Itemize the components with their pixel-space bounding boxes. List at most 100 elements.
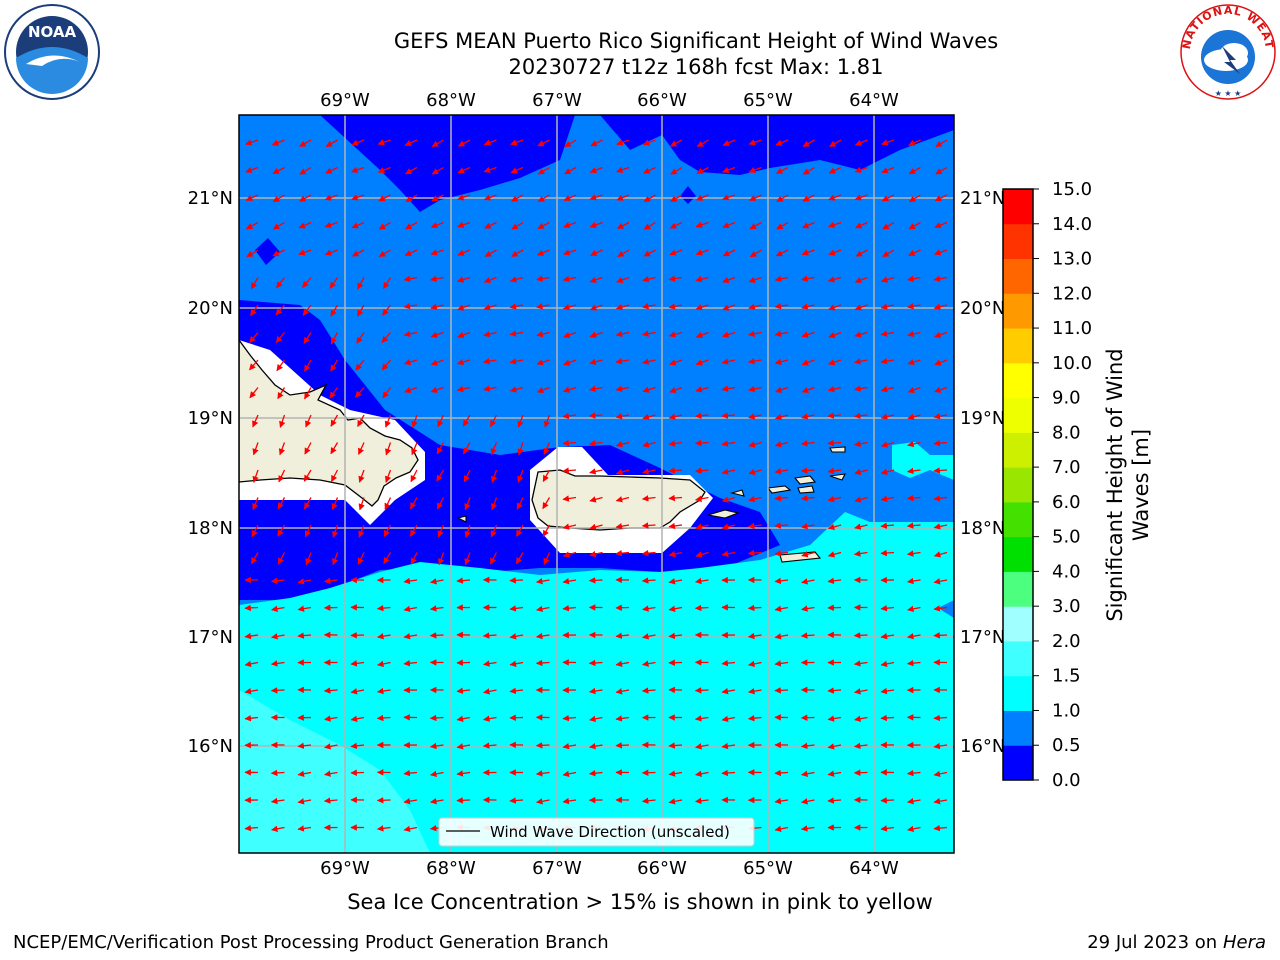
colorbar-tick-label: 13.0	[1052, 249, 1092, 270]
wind-wave-arrow	[774, 358, 789, 365]
colorbar-swatch	[1003, 397, 1033, 433]
wind-wave-arrow	[880, 468, 895, 475]
wind-wave-arrow	[880, 825, 895, 832]
wind-wave-arrow	[906, 550, 921, 557]
wind-wave-arrow	[907, 358, 921, 366]
wind-wave-arrow	[483, 276, 497, 284]
wind-wave-arrow	[510, 166, 524, 174]
wind-wave-arrow	[271, 139, 285, 146]
colorbar-tick-label: 14.0	[1052, 214, 1092, 235]
wind-wave-arrow	[511, 249, 524, 257]
wind-wave-arrow	[409, 524, 418, 537]
noaa-logo: NOAA	[4, 4, 100, 100]
wind-wave-arrow	[775, 166, 789, 175]
wind-wave-arrow	[774, 825, 789, 833]
wind-wave-arrow	[854, 358, 868, 365]
wind-wave-arrow	[563, 359, 577, 366]
wind-wave-arrow	[801, 331, 815, 338]
wind-wave-arrow	[880, 386, 895, 393]
wind-wave-arrow	[748, 166, 762, 174]
wind-wave-arrow	[695, 249, 709, 256]
wind-wave-arrow	[276, 359, 286, 372]
wind-wave-arrow	[775, 386, 789, 393]
wind-wave-arrow	[854, 276, 868, 284]
wind-wave-arrow	[615, 412, 630, 420]
wind-wave-arrow	[457, 194, 471, 201]
wind-wave-arrow	[801, 523, 815, 530]
wind-wave-arrow	[933, 495, 948, 502]
wind-wave-arrow	[721, 742, 736, 750]
wind-wave-arrow	[881, 139, 895, 146]
wind-wave-arrow	[350, 632, 365, 639]
wind-wave-arrow	[748, 139, 762, 146]
wind-wave-arrow	[748, 688, 762, 695]
wind-wave-arrow	[536, 330, 550, 338]
wind-wave-arrow	[562, 770, 577, 778]
wind-wave-arrow	[277, 552, 286, 565]
wind-wave-arrow	[642, 330, 656, 337]
wind-wave-arrow	[509, 330, 524, 337]
wind-wave-arrow	[299, 194, 312, 202]
wind-wave-arrow	[800, 467, 815, 474]
wind-wave-arrow	[302, 277, 312, 288]
lat-label-left: 21°N	[188, 188, 233, 209]
wind-wave-arrow	[483, 304, 497, 311]
wind-wave-arrow	[933, 551, 948, 558]
wind-wave-arrow	[537, 194, 550, 203]
wind-wave-arrow	[377, 139, 391, 146]
wind-wave-arrow	[304, 359, 312, 372]
wave-band-1.0-1.5-south	[239, 512, 954, 853]
wind-wave-arrow	[882, 221, 895, 230]
wind-wave-arrow	[382, 304, 392, 316]
wind-wave-arrow	[616, 139, 630, 146]
wind-wave-arrow	[641, 797, 656, 804]
wind-wave-arrow	[482, 742, 497, 749]
wind-wave-arrow	[543, 414, 551, 428]
wind-wave-arrow	[589, 468, 603, 475]
wind-wave-arrow	[801, 578, 815, 585]
wind-wave-arrow	[298, 249, 312, 256]
wind-wave-arrow	[881, 194, 895, 202]
wind-wave-arrow	[509, 687, 524, 695]
wind-wave-arrow	[748, 413, 762, 420]
wind-wave-arrow	[562, 303, 577, 311]
wind-wave-arrow	[801, 798, 815, 805]
wind-wave-arrow	[457, 139, 471, 147]
sea-ice-footnote: Sea Ice Concentration > 15% is shown in …	[347, 890, 933, 914]
wind-wave-arrow	[616, 221, 630, 230]
wind-wave-arrow	[297, 605, 312, 612]
wind-wave-arrow	[350, 660, 365, 667]
wind-wave-arrow	[429, 632, 444, 639]
lon-label-bottom: 66°W	[637, 858, 687, 879]
wind-wave-arrow	[244, 632, 259, 640]
wind-wave-arrow	[774, 467, 789, 475]
lon-label-bottom: 69°W	[320, 858, 370, 879]
wind-wave-arrow	[438, 552, 445, 566]
wind-wave-arrow	[384, 414, 392, 428]
wind-wave-arrow	[270, 660, 285, 667]
wind-wave-arrow	[272, 221, 285, 230]
wind-wave-arrow	[298, 221, 312, 229]
wind-wave-arrow	[721, 385, 736, 392]
wind-wave-arrow	[617, 249, 630, 258]
wind-wave-arrow	[304, 524, 312, 538]
wind-wave-arrow	[642, 275, 656, 283]
wind-wave-arrow	[694, 412, 709, 419]
wind-wave-arrow	[933, 523, 948, 530]
wind-wave-arrow	[463, 469, 471, 483]
colorbar-swatch	[1003, 501, 1033, 538]
lat-label-left: 16°N	[188, 736, 233, 757]
wind-wave-arrow	[668, 303, 683, 310]
wind-wave-arrow	[722, 276, 736, 284]
wind-wave-arrow	[271, 605, 285, 612]
wind-wave-arrow	[430, 221, 444, 229]
wind-wave-arrow	[642, 303, 656, 310]
wind-wave-arrow	[774, 633, 789, 640]
wind-wave-arrow	[908, 221, 921, 230]
wind-wave-arrow	[355, 387, 365, 398]
wind-wave-arrow	[933, 632, 948, 639]
lon-labels-bottom: 69°W 68°W 67°W 66°W 65°W 64°W	[320, 858, 899, 879]
wind-wave-arrow	[382, 277, 392, 290]
wind-wave-arrow	[748, 330, 762, 337]
